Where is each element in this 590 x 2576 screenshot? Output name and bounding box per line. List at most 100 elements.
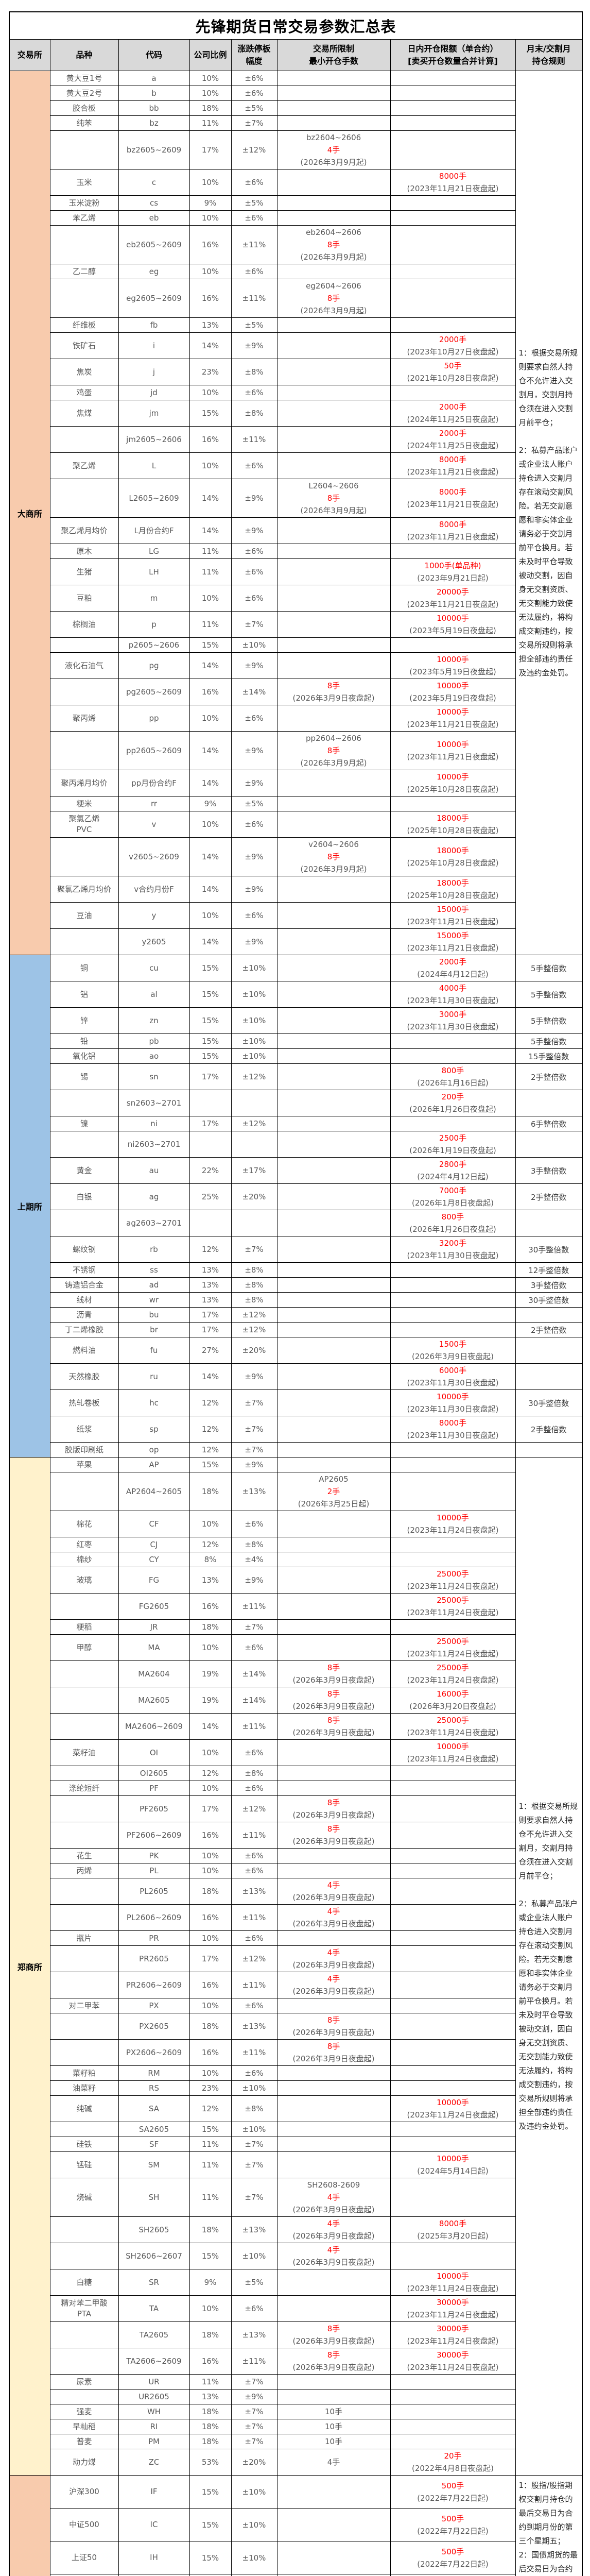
product-cell: 黄大豆2号 [49, 86, 119, 101]
intraday-limit-cell: 10000手 (2024年5月14日起) [390, 2151, 516, 2178]
product-cell: 原木 [49, 544, 119, 559]
company-ratio-cell: 16% [189, 2348, 232, 2375]
product-cell: 烧碱 [49, 2178, 119, 2217]
intraday-limit-cell [390, 1781, 516, 1796]
intraday-limit-cell [390, 637, 516, 653]
min-open-cell [276, 1307, 391, 1323]
product-cell: 上证50 [49, 2541, 119, 2575]
code-cell: MA2604 [118, 1660, 190, 1687]
product-cell [49, 1972, 119, 1998]
product-cell: 苯乙烯 [49, 210, 119, 226]
min-open-cell [276, 1739, 391, 1766]
table-row: 原木 LG 11% ±6% [9, 544, 582, 559]
month-end-cell: 2手整倍数 [515, 1322, 583, 1337]
company-ratio-cell: 18% [189, 2434, 232, 2449]
min-open-cell [276, 426, 391, 453]
min-open-cell [276, 1593, 391, 1620]
min-open-cell: AP2605 2手 (2026年3月25日起) [276, 1472, 391, 1511]
month-end-cell: 12手整倍数 [515, 1262, 583, 1278]
product-cell: 棕榈油 [49, 611, 119, 638]
min-open-cell [276, 1766, 391, 1781]
code-cell: i [118, 332, 190, 359]
month-end-cell: 30手整倍数 [515, 1389, 583, 1416]
product-cell: 丁二烯橡胶 [49, 1322, 119, 1337]
cell-line: 800手 [441, 1212, 464, 1222]
price-limit-cell: ±10% [231, 1033, 277, 1049]
cell-line: 3000手 [439, 1010, 467, 1019]
intraday-limit-cell: 2000手 (2024年11月25日夜盘起) [390, 426, 516, 453]
code-cell: jd [118, 385, 190, 400]
price-limit-cell: ±11% [231, 1713, 277, 1740]
price-limit-cell: ±14% [231, 1687, 277, 1714]
company-ratio-cell: 15% [189, 400, 232, 427]
price-limit-cell: ±7% [231, 1619, 277, 1635]
table-row: 黄大豆2号 b 10% ±6% [9, 86, 582, 101]
product-cell: 玻璃 [49, 1567, 119, 1594]
price-limit-cell: ±7% [231, 2419, 277, 2434]
company-ratio-cell: 12% [189, 1236, 232, 1263]
table-row: p2605~2606 15% ±10% [9, 637, 582, 653]
code-cell: wr [118, 1292, 190, 1308]
table-row: 螺纹钢 rb 12% ±7% 3200手 (2023年11月30日夜盘起) 30手整倍数 [9, 1236, 583, 1263]
price-limit-cell [231, 1131, 277, 1158]
min-open-cell [276, 1337, 391, 1364]
price-limit-cell: ±6% [231, 585, 277, 612]
table-row: 聚氯乙烯月均价 v合约月份F 14% ±9% 18000手 (2025年10月28日夜盘起… [9, 876, 582, 903]
intraday-limit-cell [390, 1457, 516, 1472]
company-ratio-cell: 14% [189, 1713, 232, 1740]
product-cell: 鸡蛋 [49, 385, 119, 400]
price-limit-cell: ±10% [231, 2508, 277, 2542]
cell-line: 4手 [327, 1907, 340, 1916]
price-limit-cell: ±5% [231, 100, 277, 116]
product-cell [49, 225, 119, 264]
product-cell: 黄金 [49, 1157, 119, 1184]
column-header-1: 品种 [49, 39, 119, 71]
min-open-cell [276, 1552, 391, 1567]
price-limit-cell: ±7% [231, 1442, 277, 1458]
company-ratio-cell: 16% [189, 1822, 232, 1849]
company-ratio-cell: 17% [189, 1795, 232, 1822]
product-cell: 甲醇 [49, 1634, 119, 1661]
code-cell: bz2605~2609 [118, 130, 190, 170]
intraday-limit-cell [390, 1552, 516, 1567]
cell-line: (2024年4月12日起) [417, 1172, 489, 1181]
cell-line: 8手 [327, 1663, 340, 1672]
code-cell: IH [118, 2541, 190, 2575]
min-open-cell [276, 544, 391, 559]
cell-line: (2023年9月21日起) [417, 573, 489, 583]
table-row: PL2606~2609 16% ±11% 4手 (2026年3月9日夜盘起) [9, 1904, 582, 1931]
product-cell: 纯碱 [49, 2095, 119, 2122]
code-cell: SH2606~2607 [118, 2243, 190, 2269]
product-cell: 天然橡胶 [49, 1363, 119, 1390]
code-cell: eg2605~2609 [118, 279, 190, 318]
product-cell: 涤纶短纤 [49, 1781, 119, 1796]
price-limit-cell: ±13% [231, 2216, 277, 2243]
table-row: 红枣 CJ 12% ±8% [9, 1537, 582, 1552]
company-ratio-cell: 15% [189, 1048, 232, 1064]
min-open-cell [276, 2151, 391, 2178]
code-cell: PL2605 [118, 1878, 190, 1905]
code-cell: p [118, 611, 190, 638]
product-cell: 聚氯乙烯 PVC [49, 811, 119, 838]
intraday-limit-cell: 25000手 (2023年11月24日夜盘起) [390, 1634, 516, 1661]
company-ratio-cell: 13% [189, 1292, 232, 1308]
company-ratio-cell: 10% [189, 1848, 232, 1863]
intraday-limit-cell [390, 279, 516, 318]
code-cell: sn [118, 1063, 190, 1090]
min-open-cell [276, 2295, 391, 2322]
code-cell: TA2606~2609 [118, 2348, 190, 2375]
table-row: 纯碱 SA 12% ±8% 10000手 (2023年11月24日夜盘起) [9, 2095, 582, 2122]
company-ratio-cell: 10% [189, 705, 232, 732]
product-cell: 纯苯 [49, 115, 119, 131]
cell-line: (2026年3月9日夜盘起) [292, 2054, 375, 2063]
company-ratio-cell: 12% [189, 1442, 232, 1458]
min-open-cell: 8手 (2026年3月9日夜盘起) [276, 2348, 391, 2375]
code-cell: pg [118, 652, 190, 679]
month-end-cell [515, 1363, 583, 1390]
table-row: eb2605~2609 16% ±11% eb2604~2606 8手 (2026年3月9… [9, 225, 582, 264]
company-ratio-cell: 10% [189, 585, 232, 612]
price-limit-cell: ±6% [231, 2295, 277, 2322]
intraday-limit-cell: 25000手 (2023年11月24日夜盘起) [390, 1713, 516, 1740]
price-limit-cell: ±8% [231, 359, 277, 385]
intraday-limit-cell [390, 71, 516, 86]
